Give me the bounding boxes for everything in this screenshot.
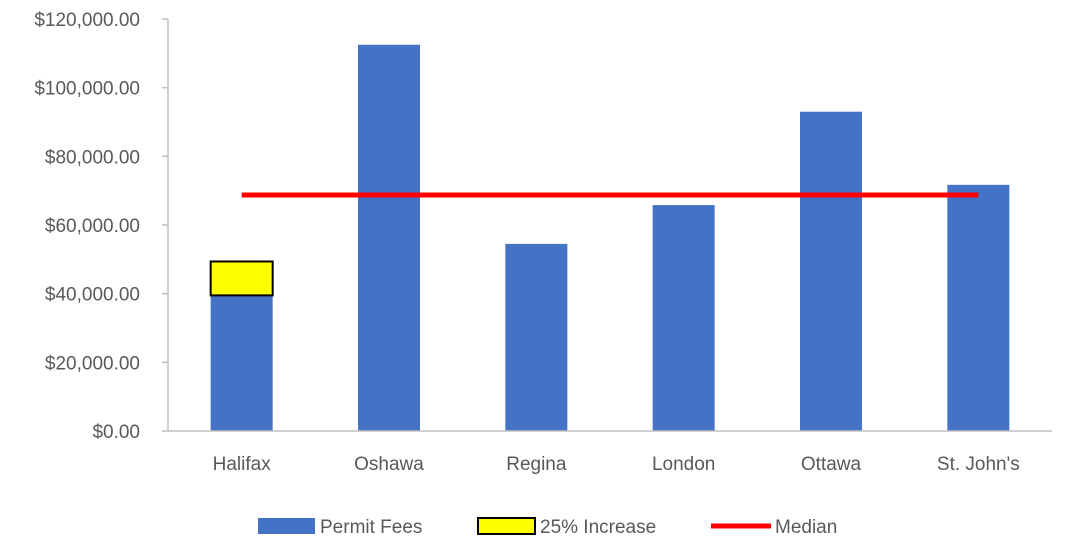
bar-permit-fees (800, 111, 862, 431)
legend: Permit Fees 25% Increase Median (258, 517, 837, 538)
y-tick-label: $100,000.00 (34, 79, 140, 100)
bar-permit-fees (358, 44, 420, 431)
y-tick-label: $0.00 (92, 422, 140, 443)
bar-permit-fees (947, 184, 1010, 431)
bar-25-percent-increase (209, 260, 274, 297)
x-tick-label: Oshawa (354, 454, 424, 475)
y-axis-ticks (162, 18, 168, 432)
legend-label-permit-fees: Permit Fees (320, 517, 422, 538)
legend-swatch-permit-fees (258, 518, 315, 534)
y-tick-label: $40,000.00 (45, 285, 140, 306)
bars (209, 44, 1010, 431)
y-tick-label: $80,000.00 (45, 147, 140, 168)
x-tick-label: London (652, 454, 715, 475)
bar-permit-fees (652, 205, 715, 431)
bar-permit-fees (505, 243, 568, 431)
y-tick-label: $20,000.00 (45, 353, 140, 374)
x-tick-label: Ottawa (801, 454, 862, 475)
y-tick-label: $60,000.00 (45, 216, 140, 237)
legend-label-median: Median (775, 517, 837, 538)
x-tick-label: St. John's (937, 454, 1020, 475)
legend-label-25-percent-increase: 25% Increase (540, 517, 656, 538)
x-tick-label: Halifax (213, 454, 272, 475)
bar-permit-fees (210, 295, 273, 431)
y-tick-label: $120,000.00 (34, 10, 140, 31)
x-tick-label: Regina (506, 454, 567, 475)
legend-swatch-25-percent-increase (477, 517, 536, 535)
y-axis-labels: $0.00 $20,000.00 $40,000.00 $60,000.00 $80,0… (34, 10, 140, 443)
x-axis-labels: Halifax Oshawa Regina London Ottawa St. John'… (213, 454, 1020, 475)
